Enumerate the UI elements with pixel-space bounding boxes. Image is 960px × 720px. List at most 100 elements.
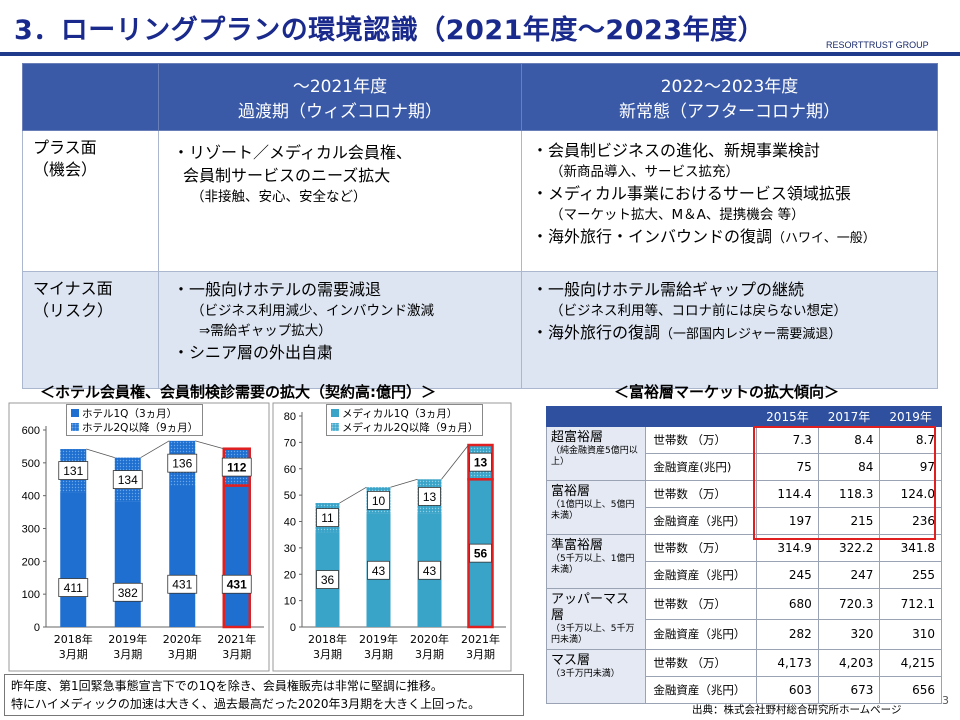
y-tick-label: 0 — [34, 622, 40, 634]
wealth-category: マス層 （3千万円未満） — [545, 649, 647, 704]
assets-value: 320 — [817, 618, 881, 650]
page-title: 3．ローリングプランの環境認識（2021年度～2023年度） — [14, 15, 766, 46]
wealth-header-blank — [545, 406, 758, 427]
y-tick-label: 20 — [284, 569, 296, 581]
assets-value: 247 — [817, 561, 881, 589]
households-value: 4,215 — [879, 649, 942, 677]
assets-value: 75 — [756, 453, 819, 481]
assets-label: 金融資産（兆円） — [645, 676, 758, 704]
series-connector — [339, 486, 367, 504]
data-label: 56 — [474, 547, 488, 561]
y-tick-label: 10 — [284, 596, 296, 608]
wealth-category: 超富裕層 （純金融資産5億円以上） — [545, 426, 647, 481]
data-label-box — [316, 508, 339, 527]
data-label-box — [367, 491, 390, 510]
data-label: 10 — [372, 494, 386, 508]
x-tick-label: 3月期 — [222, 648, 251, 661]
x-tick-label: 3月期 — [313, 648, 342, 661]
data-label: 431 — [172, 578, 192, 592]
assets-value: 310 — [879, 618, 942, 650]
assets-label: 金融資産(兆円) — [645, 453, 758, 481]
summary-note: 昨年度、第1回緊急事態宣言下での1Qを除き、会員権販売は非常に堅調に推移。 特に… — [4, 674, 524, 716]
x-tick-label: 2018年 — [308, 632, 347, 646]
y-tick-label: 40 — [284, 517, 296, 529]
data-label-box — [58, 578, 89, 597]
x-tick-label: 2019年 — [108, 632, 147, 646]
y-tick-label: 80 — [284, 411, 296, 423]
column-header-new-normal: 2022～2023年度 新常態（アフターコロナ期） — [521, 63, 938, 131]
hotel-chart-section-title: ＜ホテル会員権、会員制検診需要の拡大（契約高:億円）＞ — [40, 383, 437, 401]
data-label: 431 — [227, 578, 247, 592]
legend-medical-q1: メディカル1Q（3ヵ月） — [331, 406, 478, 420]
hotel-membership-chart: 0 100 200 300 400 500 600 411 131 2018年 3月期 382 134 2… — [8, 402, 270, 672]
wealth-market-table: 2015年 2017年 2019年 超富裕層 （純金融資産5億円以上） 世帯数 … — [545, 406, 942, 704]
legend-swatch-medical-rest — [331, 423, 339, 431]
assets-value: 245 — [756, 561, 819, 589]
wealth-row: 富裕層 （1億円以上、5億円未満） 世帯数 （万） 114.4 118.3 12… — [545, 480, 942, 535]
minus-transition-cell: ・一般向けホテルの需要減退 （ビジネス利用減少、インバウンド激減 ⇒需給ギャップ… — [158, 271, 522, 389]
data-label-box — [367, 560, 390, 580]
wealth-row: マス層 （3千万円未満） 世帯数 （万） 4,173 4,203 4,215 — [545, 649, 942, 704]
wealth-section-title: ＜富裕層マーケットの拡大傾向＞ — [614, 383, 840, 401]
legend-hotel-q1: ホテル1Q（3ヵ月） — [71, 406, 198, 420]
y-tick-label: 50 — [284, 490, 296, 502]
wealth-category: 準富裕層 （5千万以上、1億円未満） — [545, 534, 647, 589]
y-tick-label: 60 — [284, 464, 296, 476]
assets-value: 282 — [756, 618, 819, 650]
y-tick-label: 70 — [284, 437, 296, 449]
households-label: 世帯数 （万） — [645, 426, 758, 454]
data-label-box — [167, 574, 198, 594]
y-tick-label: 600 — [22, 425, 40, 437]
y-tick-label: 300 — [22, 524, 40, 536]
households-value: 341.8 — [879, 534, 942, 562]
row-label-plus: プラス面 （機会） — [22, 130, 159, 272]
title-bar: 3．ローリングプランの環境認識（2021年度～2023年度） RESORTTRU… — [0, 0, 960, 56]
data-label: 43 — [423, 564, 437, 578]
medical-membership-chart: 0 10 20 30 40 50 60 70 80 36 11 2018年 3月期 43 10 2019年 3月… — [272, 402, 512, 672]
series-connector — [195, 440, 224, 450]
year-header: 2019年 — [879, 406, 942, 427]
x-tick-label: 2020年 — [410, 632, 449, 646]
households-value: 322.2 — [817, 534, 881, 562]
data-label-box — [418, 487, 441, 506]
data-label: 36 — [321, 573, 335, 587]
bar-q1 — [60, 492, 87, 627]
title-underline — [0, 52, 960, 56]
assets-label: 金融資産（兆円） — [645, 507, 758, 535]
source-citation: 出典：株式会社野村総合研究所ホームページ — [692, 704, 902, 716]
households-value: 124.0 — [879, 480, 942, 508]
year-header: 2015年 — [756, 406, 819, 427]
wealth-category: アッパーマス層 （3千万以上、5千万円未満） — [545, 588, 647, 650]
households-value: 8.4 — [817, 426, 881, 454]
x-tick-label: 3月期 — [415, 648, 444, 661]
wealth-category: 富裕層 （1億円以上、5億円未満） — [545, 480, 647, 535]
data-label-box — [221, 574, 252, 594]
wealth-row: 準富裕層 （5千万以上、1億円未満） 世帯数 （万） 314.9 322.2 3… — [545, 534, 942, 589]
wealth-row: 超富裕層 （純金融資産5億円以上） 世帯数 （万） 7.3 8.4 8.7 — [545, 426, 942, 481]
data-label: 136 — [172, 457, 192, 471]
y-tick-label: 500 — [22, 458, 40, 470]
x-tick-label: 3月期 — [113, 648, 142, 661]
data-label: 131 — [63, 464, 83, 478]
legend-hotel-rest: ホテル2Q以降（9ヵ月） — [71, 420, 198, 434]
legend-medical-rest: メディカル2Q以降（9ヵ月） — [331, 420, 478, 434]
x-tick-label: 3月期 — [59, 648, 88, 661]
x-tick-label: 2019年 — [359, 632, 398, 646]
series-connector — [441, 444, 469, 480]
assets-value: 673 — [817, 676, 881, 704]
data-label: 13 — [423, 490, 437, 504]
y-tick-label: 100 — [22, 589, 40, 601]
households-value: 712.1 — [879, 588, 942, 620]
data-label-box — [112, 582, 143, 602]
assets-label: 金融資産（兆円） — [645, 618, 758, 650]
medical-chart-legend: メディカル1Q（3ヵ月） メディカル2Q以降（9ヵ月） — [326, 404, 484, 436]
series-connector — [86, 448, 115, 458]
data-label-box — [221, 457, 252, 477]
plus-transition-cell: ・リゾート／メディカル会員権、 会員制サービスのニーズ拡大 （非接触、安心、安全… — [158, 130, 522, 272]
wealth-row: 金融資産（兆円） 245 247 255 — [547, 561, 942, 589]
households-label: 世帯数 （万） — [645, 649, 758, 677]
households-value: 720.3 — [817, 588, 881, 620]
y-tick-label: 30 — [284, 543, 296, 555]
x-tick-label: 3月期 — [168, 648, 197, 661]
data-label: 43 — [372, 564, 386, 578]
